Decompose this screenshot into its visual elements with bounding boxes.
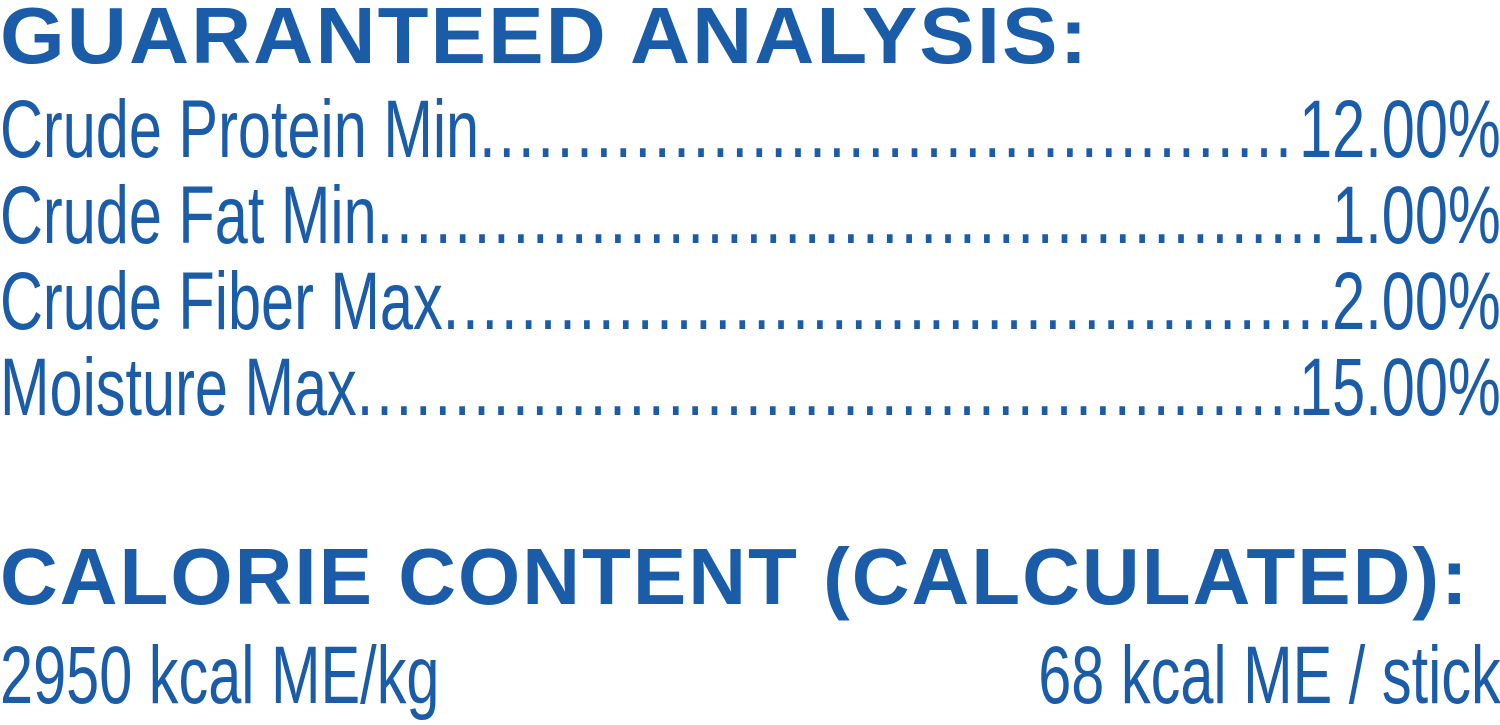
calories-per-kg: 2950 kcal ME/kg — [0, 630, 440, 721]
guaranteed-analysis-heading: GUARANTEED ANALYSIS: — [0, 0, 1090, 80]
analysis-row-fat: Crude Fat Min 1.00% — [0, 174, 1500, 258]
dot-leader — [377, 174, 1333, 258]
row-value: 15.00% — [1299, 342, 1500, 433]
calorie-content-heading: CALORIE CONTENT (CALCULATED): — [0, 532, 1470, 621]
row-label: Moisture Max — [0, 342, 357, 433]
row-label: Crude Protein Min — [0, 84, 480, 175]
calorie-values: 2950 kcal ME/kg 68 kcal ME / stick — [0, 634, 1500, 718]
row-value: 2.00% — [1332, 256, 1500, 347]
row-value: 1.00% — [1332, 170, 1500, 261]
row-label: Crude Fiber Max — [0, 256, 443, 347]
analysis-row-protein: Crude Protein Min 12.00% — [0, 88, 1500, 172]
analysis-row-fiber: Crude Fiber Max 2.00% — [0, 260, 1500, 344]
row-value: 12.00% — [1299, 84, 1500, 175]
row-label: Crude Fat Min — [0, 170, 377, 261]
analysis-row-moisture: Moisture Max 15.00% — [0, 346, 1500, 430]
calories-per-stick: 68 kcal ME / stick — [1038, 630, 1500, 721]
dot-leader — [443, 260, 1332, 344]
dot-leader — [357, 346, 1299, 430]
dot-leader — [479, 88, 1299, 172]
